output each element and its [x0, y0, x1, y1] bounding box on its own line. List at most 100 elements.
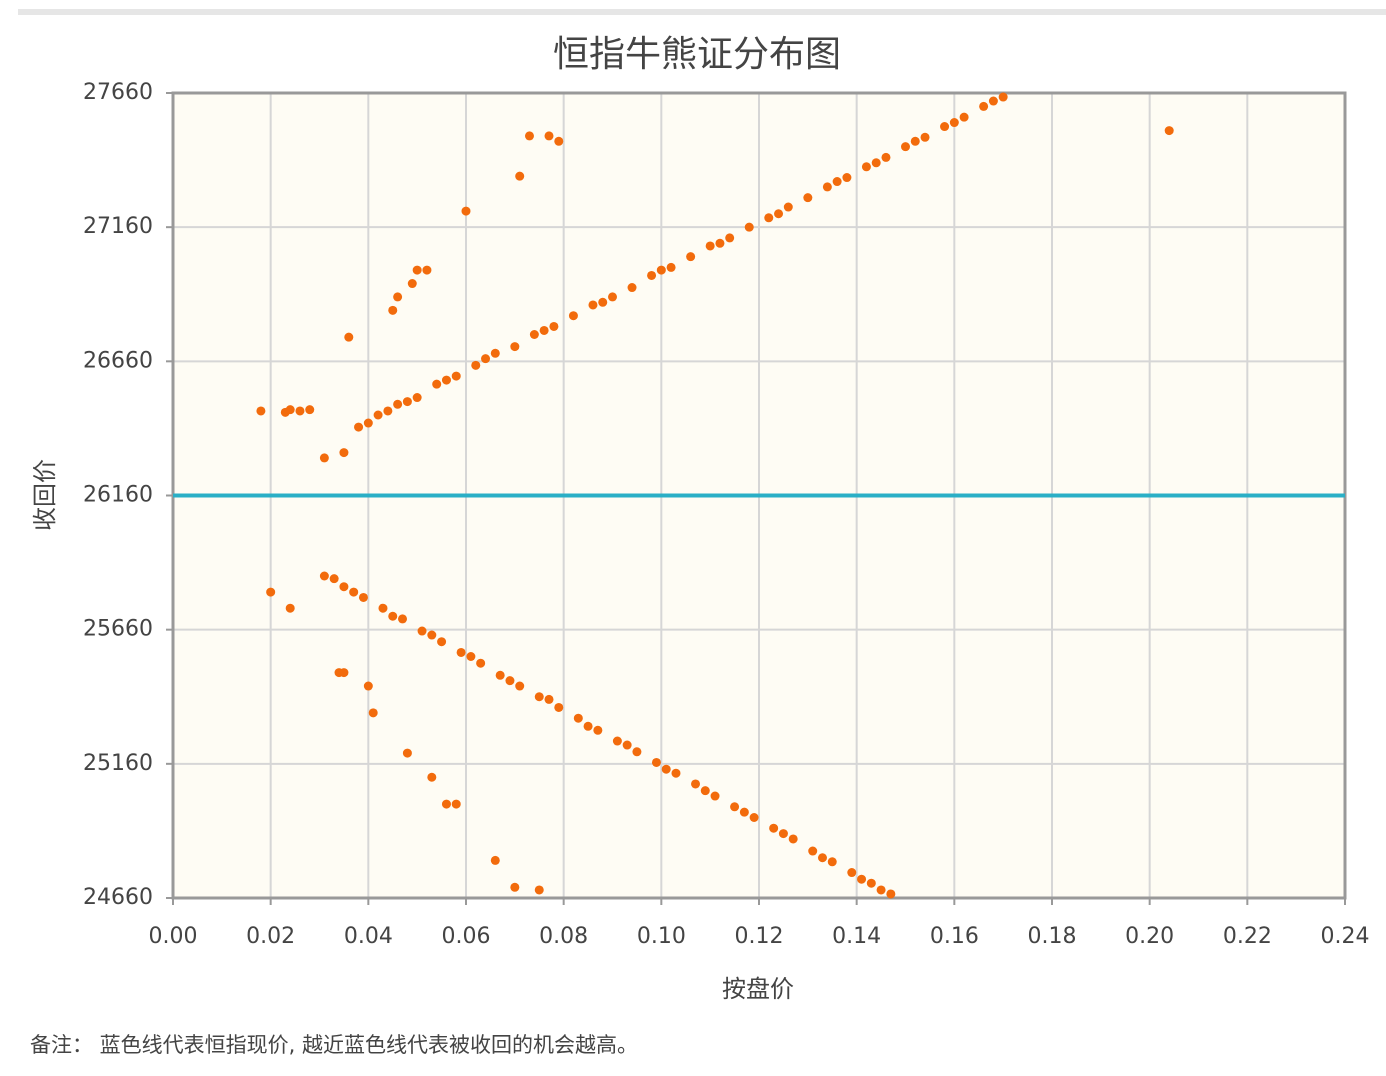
point [427, 772, 437, 782]
point [612, 736, 622, 746]
point [515, 681, 525, 691]
point [461, 206, 471, 216]
point [803, 193, 813, 203]
point [949, 118, 959, 128]
point [583, 721, 593, 731]
point [544, 694, 554, 704]
x-tick-label: 0.04 [344, 924, 393, 949]
y-tick-label: 24660 [83, 885, 153, 910]
x-tick-label: 0.10 [637, 924, 686, 949]
point [319, 453, 329, 463]
point [910, 136, 920, 146]
point [632, 747, 642, 757]
point [686, 252, 696, 262]
point [715, 238, 725, 248]
point [554, 136, 564, 146]
point [388, 305, 398, 315]
point [627, 283, 637, 293]
point [725, 233, 735, 243]
point [285, 405, 295, 415]
point [441, 799, 451, 809]
x-tick-label: 0.02 [246, 924, 295, 949]
point [920, 132, 930, 142]
point [402, 748, 412, 758]
point [622, 740, 632, 750]
point [481, 354, 491, 364]
x-tick-label: 0.24 [1321, 924, 1370, 949]
y-tick-label: 25660 [83, 617, 153, 642]
y-tick-label: 25160 [83, 751, 153, 776]
point [998, 92, 1008, 102]
point [305, 405, 315, 415]
point [529, 330, 539, 339]
point [861, 162, 871, 172]
point [749, 813, 759, 822]
point [393, 399, 403, 409]
point [456, 647, 466, 657]
point [979, 101, 989, 111]
point [598, 297, 608, 307]
x-tick-label: 0.22 [1223, 924, 1272, 949]
point [568, 311, 578, 321]
point [339, 448, 349, 458]
point [651, 757, 661, 767]
point [476, 658, 486, 668]
point [705, 241, 715, 251]
point [866, 878, 876, 888]
point [901, 142, 910, 152]
point [505, 676, 515, 686]
point [691, 779, 701, 789]
note: 备注： 蓝色线代表恒指现价, 越近蓝色线代表被收回的机会越高。 [30, 1033, 638, 1057]
point [817, 853, 827, 863]
point [710, 791, 720, 801]
point [349, 587, 359, 597]
point [608, 292, 617, 302]
point [832, 177, 842, 187]
point [373, 410, 383, 420]
point [871, 158, 881, 168]
y-tick-label: 27660 [83, 80, 153, 105]
point [368, 708, 378, 718]
point [647, 270, 657, 280]
point [769, 823, 779, 833]
point [515, 171, 525, 181]
point [490, 348, 500, 358]
point [534, 885, 544, 895]
point [940, 122, 950, 132]
point [354, 422, 364, 432]
x-axis-label: 按盘价 [722, 975, 794, 1003]
point [730, 802, 740, 812]
point [808, 846, 818, 856]
point [788, 834, 798, 844]
point [383, 406, 393, 416]
point [285, 603, 295, 613]
point [329, 574, 339, 584]
point [432, 379, 442, 389]
point [588, 300, 598, 310]
point [451, 799, 461, 809]
x-tick-label: 0.08 [539, 924, 588, 949]
point [666, 262, 676, 272]
point [554, 702, 564, 712]
point [398, 614, 408, 624]
x-tick-label: 0.14 [832, 924, 881, 949]
point [388, 611, 398, 621]
point [539, 325, 549, 335]
point [451, 371, 461, 381]
y-tick-label: 27160 [83, 214, 153, 239]
point [378, 603, 388, 613]
point [319, 571, 329, 581]
point [393, 292, 403, 302]
point [857, 874, 867, 884]
point [549, 321, 559, 331]
point [774, 209, 784, 219]
point [402, 397, 412, 407]
x-tick-label: 0.00 [149, 924, 198, 949]
point [661, 764, 671, 774]
point [339, 582, 349, 592]
top-bar [18, 9, 1386, 15]
x-tick-label: 0.16 [930, 924, 979, 949]
x-tick-label: 0.06 [442, 924, 491, 949]
